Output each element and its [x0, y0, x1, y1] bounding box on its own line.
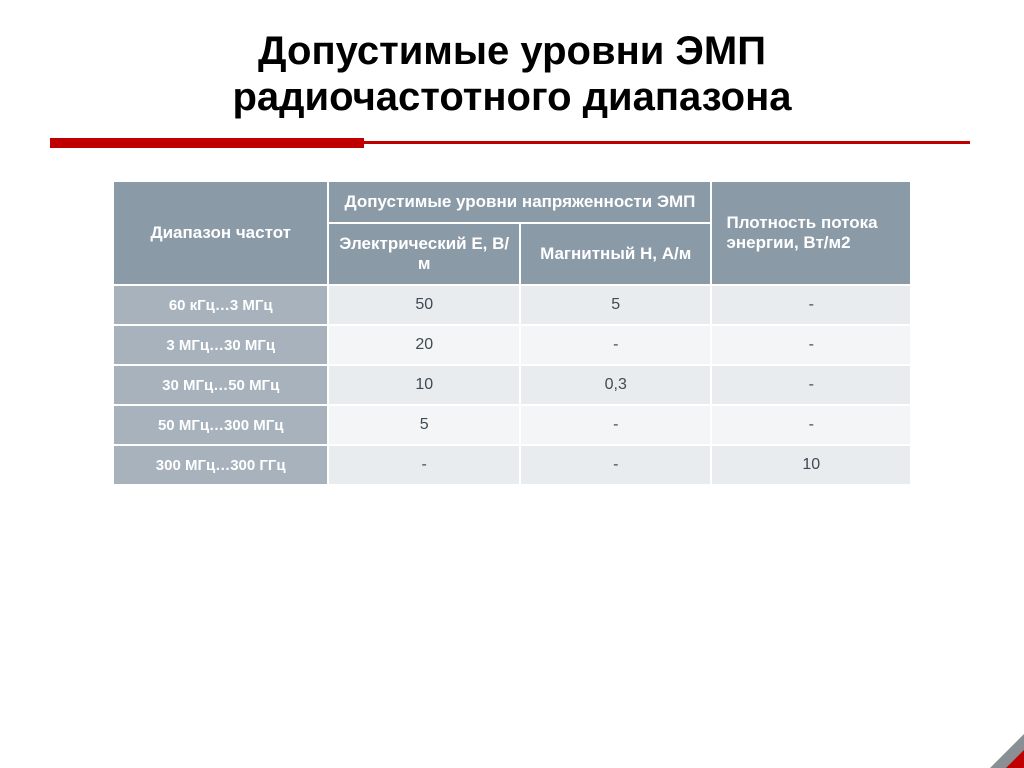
table-row: 300 МГц…300 ГГц - - 10: [113, 445, 911, 485]
cell-magnetic: -: [520, 325, 712, 365]
cell-flux: -: [711, 365, 911, 405]
col-group-emp-levels: Допустимые уровни напряженности ЭМП: [328, 181, 711, 223]
cell-magnetic: -: [520, 405, 712, 445]
cell-freq: 60 кГц…3 МГц: [113, 285, 328, 325]
cell-flux: -: [711, 285, 911, 325]
cell-electric: 50: [328, 285, 520, 325]
underline-thick: [50, 138, 364, 148]
cell-flux: -: [711, 405, 911, 445]
cell-freq: 300 МГц…300 ГГц: [113, 445, 328, 485]
emf-limits-table: Диапазон частот Допустимые уровни напряж…: [112, 180, 912, 486]
title-underline: [50, 134, 974, 152]
title-line-1: Допустимые уровни ЭМП: [50, 28, 974, 74]
cell-magnetic: -: [520, 445, 712, 485]
cell-freq: 3 МГц…30 МГц: [113, 325, 328, 365]
table-row: 60 кГц…3 МГц 50 5 -: [113, 285, 911, 325]
cell-electric: 5: [328, 405, 520, 445]
cell-magnetic: 5: [520, 285, 712, 325]
table-row: 3 МГц…30 МГц 20 - -: [113, 325, 911, 365]
cell-electric: -: [328, 445, 520, 485]
cell-freq: 30 МГц…50 МГц: [113, 365, 328, 405]
table-body: 60 кГц…3 МГц 50 5 - 3 МГц…30 МГц 20 - - …: [113, 285, 911, 485]
table-row: 50 МГц…300 МГц 5 - -: [113, 405, 911, 445]
table-header: Диапазон частот Допустимые уровни напряж…: [113, 181, 911, 285]
col-electric: Электрический Е, В/м: [328, 223, 520, 285]
corner-fold-icon: [990, 734, 1024, 768]
slide-title: Допустимые уровни ЭМП радиочастотного ди…: [50, 28, 974, 120]
cell-freq: 50 МГц…300 МГц: [113, 405, 328, 445]
underline-thin: [360, 141, 970, 144]
title-line-2: радиочастотного диапазона: [50, 74, 974, 120]
cell-flux: 10: [711, 445, 911, 485]
cell-flux: -: [711, 325, 911, 365]
col-magnetic: Магнитный Н, А/м: [520, 223, 712, 285]
table-row: 30 МГц…50 МГц 10 0,3 -: [113, 365, 911, 405]
table-container: Диапазон частот Допустимые уровни напряж…: [112, 180, 912, 486]
cell-electric: 10: [328, 365, 520, 405]
col-frequency-range: Диапазон частот: [113, 181, 328, 285]
cell-electric: 20: [328, 325, 520, 365]
col-energy-flux: Плотность потока энергии, Вт/м2: [711, 181, 911, 285]
cell-magnetic: 0,3: [520, 365, 712, 405]
slide: Допустимые уровни ЭМП радиочастотного ди…: [0, 0, 1024, 768]
